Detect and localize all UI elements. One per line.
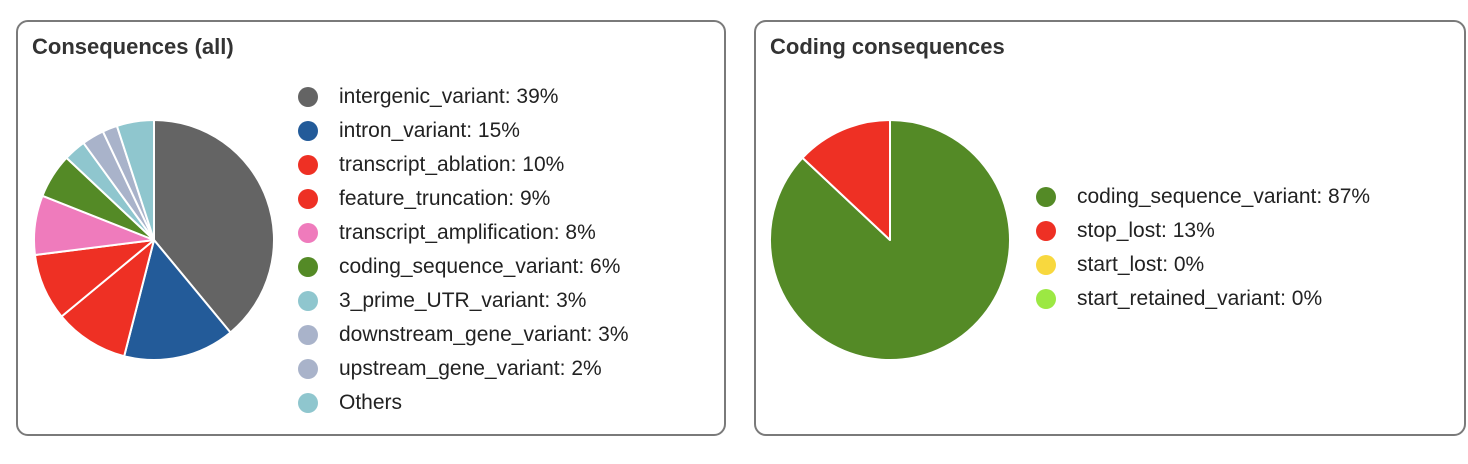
legend-swatch bbox=[1036, 255, 1056, 275]
legend-label: transcript_amplification: 8% bbox=[339, 221, 596, 244]
legend-swatch bbox=[298, 393, 318, 413]
legend-item-stop-lost-13[interactable]: stop_lost: 13% bbox=[1036, 214, 1370, 248]
coding-consequences-pie bbox=[768, 119, 1011, 361]
consequences-all-panel: Consequences (all) intergenic_variant: 3… bbox=[16, 20, 726, 436]
legend-item-others[interactable]: Others bbox=[298, 386, 629, 420]
legend-item-intergenic-variant-39[interactable]: intergenic_variant: 39% bbox=[298, 80, 629, 114]
legend-swatch bbox=[298, 257, 318, 277]
legend-label: downstream_gene_variant: 3% bbox=[339, 323, 629, 346]
legend-swatch bbox=[298, 325, 318, 345]
legend-label: intron_variant: 15% bbox=[339, 119, 520, 142]
legend-item-upstream-gene-variant-2[interactable]: upstream_gene_variant: 2% bbox=[298, 352, 629, 386]
legend-swatch bbox=[298, 359, 318, 379]
legend-label: coding_sequence_variant: 87% bbox=[1077, 185, 1371, 208]
legend-item-intron-variant-15[interactable]: intron_variant: 15% bbox=[298, 114, 629, 148]
pie-slice-stop-lost-13[interactable] bbox=[801, 119, 891, 241]
legend-item-coding-sequence-variant-6[interactable]: coding_sequence_variant: 6% bbox=[298, 250, 629, 284]
coding-consequences-legend: coding_sequence_variant: 87% stop_lost: 1… bbox=[1036, 180, 1370, 316]
legend-item-coding-sequence-variant-87[interactable]: coding_sequence_variant: 87% bbox=[1036, 180, 1370, 214]
legend-swatch bbox=[298, 87, 318, 107]
pie-slice-intergenic-variant-39[interactable] bbox=[153, 119, 275, 334]
consequences-all-title: Consequences (all) bbox=[32, 34, 234, 59]
legend-label: feature_truncation: 9% bbox=[339, 187, 551, 210]
pie-slice-transcript-ablation-10[interactable] bbox=[60, 239, 155, 358]
legend-label: intergenic_variant: 39% bbox=[339, 85, 559, 108]
legend-swatch bbox=[1036, 221, 1056, 241]
coding-consequences-title: Coding consequences bbox=[770, 34, 1005, 59]
pie-slice-others[interactable] bbox=[115, 119, 155, 241]
legend-label: transcript_ablation: 10% bbox=[339, 153, 565, 176]
legend-swatch bbox=[298, 189, 318, 209]
pie-slice-coding-sequence-variant-87[interactable] bbox=[768, 119, 1011, 361]
legend-item-transcript-ablation-10[interactable]: transcript_ablation: 10% bbox=[298, 148, 629, 182]
legend-swatch bbox=[298, 223, 318, 243]
legend-item-feature-truncation-9[interactable]: feature_truncation: 9% bbox=[298, 182, 629, 216]
legend-label: coding_sequence_variant: 6% bbox=[339, 255, 621, 278]
legend-label: stop_lost: 13% bbox=[1077, 219, 1215, 242]
legend-label: 3_prime_UTR_variant: 3% bbox=[339, 289, 587, 312]
legend-item-start-lost-0[interactable]: start_lost: 0% bbox=[1036, 248, 1370, 282]
legend-item-3-prime-utr-variant-3[interactable]: 3_prime_UTR_variant: 3% bbox=[298, 284, 629, 318]
legend-swatch bbox=[298, 155, 318, 175]
coding-consequences-panel: Coding consequences coding_sequence_vari… bbox=[754, 20, 1466, 436]
pie-slice-intron-variant-15[interactable] bbox=[123, 239, 232, 361]
legend-label: start_lost: 0% bbox=[1077, 253, 1205, 276]
legend-item-transcript-amplification-8[interactable]: transcript_amplification: 8% bbox=[298, 216, 629, 250]
consequences-all-legend: intergenic_variant: 39% intron_variant: 1… bbox=[298, 80, 629, 420]
legend-label: start_retained_variant: 0% bbox=[1077, 287, 1323, 310]
legend-swatch bbox=[1036, 187, 1056, 207]
legend-label: Others bbox=[339, 391, 403, 414]
legend-swatch bbox=[298, 291, 318, 311]
legend-label: upstream_gene_variant: 2% bbox=[339, 357, 602, 380]
legend-item-downstream-gene-variant-3[interactable]: downstream_gene_variant: 3% bbox=[298, 318, 629, 352]
legend-swatch bbox=[1036, 289, 1056, 309]
consequences-all-pie bbox=[33, 119, 275, 361]
legend-item-start-retained-variant-0[interactable]: start_retained_variant: 0% bbox=[1036, 282, 1370, 316]
legend-swatch bbox=[298, 121, 318, 141]
